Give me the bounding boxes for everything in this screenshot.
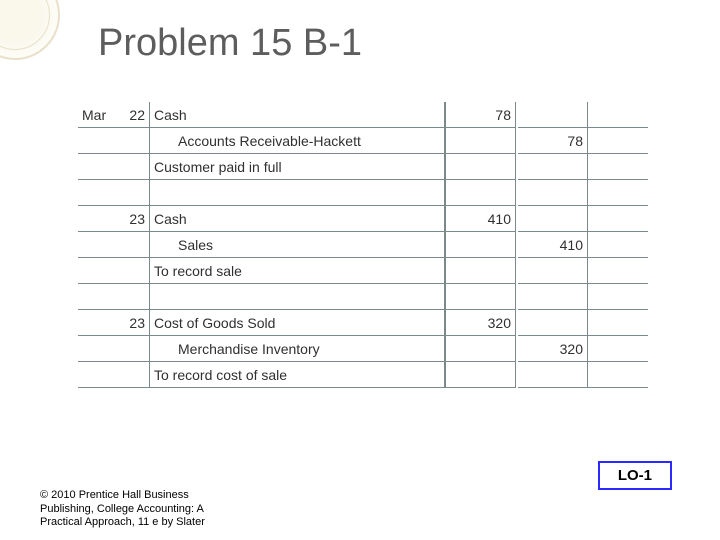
day-cell [120,362,150,388]
day-cell [120,258,150,284]
credit-cell: 320 [518,336,588,362]
description-cell: Cost of Goods Sold [150,310,446,336]
description-cell [150,180,446,206]
trailing-cell [588,258,648,284]
month-cell [78,284,120,310]
month-cell [78,362,120,388]
debit-cell [446,154,516,180]
day-cell: 23 [120,310,150,336]
credit-cell [518,154,588,180]
month-cell [78,154,120,180]
credit-cell [518,102,588,128]
table-row: Merchandise Inventory 320 [78,336,648,362]
day-cell [120,128,150,154]
description-cell [150,284,446,310]
day-cell: 22 [120,102,150,128]
trailing-cell [588,284,648,310]
table-row: 23Cash410 [78,206,648,232]
month-cell [78,232,120,258]
trailing-cell [588,102,648,128]
credit-cell [518,284,588,310]
month-cell [78,180,120,206]
debit-cell [446,180,516,206]
month-cell [78,258,120,284]
learning-objective-badge: LO-1 [598,461,672,490]
day-cell [120,232,150,258]
table-row: To record sale [78,258,648,284]
month-cell [78,336,120,362]
description-cell: Sales [150,232,446,258]
month-cell [78,206,120,232]
slide-title: Problem 15 B-1 [98,22,362,65]
debit-cell: 320 [446,310,516,336]
table-row: Accounts Receivable-Hackett 78 [78,128,648,154]
day-cell: 23 [120,206,150,232]
description-cell: Customer paid in full [150,154,446,180]
debit-cell [446,362,516,388]
debit-cell: 410 [446,206,516,232]
description-cell: Cash [150,206,446,232]
journal-table: Mar22Cash78Accounts Receivable-Hackett78… [78,102,648,388]
table-row [78,284,648,310]
debit-cell [446,284,516,310]
table-row: Sales 410 [78,232,648,258]
debit-cell: 78 [446,102,516,128]
table-row: To record cost of sale [78,362,648,388]
credit-cell: 410 [518,232,588,258]
trailing-cell [588,128,648,154]
credit-cell: 78 [518,128,588,154]
trailing-cell [588,336,648,362]
debit-cell [446,232,516,258]
month-cell [78,128,120,154]
description-cell: To record cost of sale [150,362,446,388]
copyright-text: © 2010 Prentice Hall Business Publishing… [40,489,240,530]
credit-cell [518,206,588,232]
credit-cell [518,258,588,284]
credit-cell [518,310,588,336]
credit-cell [518,180,588,206]
trailing-cell [588,206,648,232]
day-cell [120,284,150,310]
credit-cell [518,362,588,388]
table-row: Customer paid in full [78,154,648,180]
month-cell [78,310,120,336]
table-row: 23Cost of Goods Sold320 [78,310,648,336]
day-cell [120,336,150,362]
debit-cell [446,128,516,154]
description-cell: To record sale [150,258,446,284]
trailing-cell [588,362,648,388]
trailing-cell [588,180,648,206]
table-row [78,180,648,206]
description-cell: Accounts Receivable-Hackett [150,128,446,154]
day-cell [120,180,150,206]
trailing-cell [588,154,648,180]
description-cell: Cash [150,102,446,128]
trailing-cell [588,310,648,336]
trailing-cell [588,232,648,258]
table-row: Mar22Cash78 [78,102,648,128]
debit-cell [446,336,516,362]
month-cell: Mar [78,102,120,128]
debit-cell [446,258,516,284]
day-cell [120,154,150,180]
corner-ring-decoration [0,0,60,60]
description-cell: Merchandise Inventory [150,336,446,362]
